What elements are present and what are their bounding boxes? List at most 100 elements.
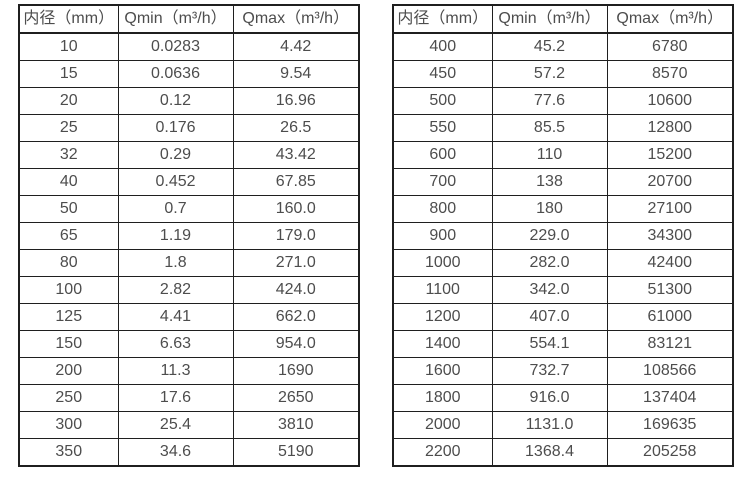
- table-cell: 179.0: [232, 222, 360, 250]
- table-row: 10 0.0283 4.42: [18, 32, 360, 61]
- table-cell: 10600: [606, 87, 734, 115]
- table-cell: 5190: [232, 438, 360, 467]
- table-row: 20 0.12 16.96: [18, 87, 360, 115]
- table-cell: 300: [18, 411, 119, 439]
- table-cell: 27100: [606, 195, 734, 223]
- table-cell: 42400: [606, 249, 734, 277]
- table-cell: 0.12: [117, 87, 234, 115]
- column-header: Qmin（m³/h）: [491, 4, 608, 34]
- table-cell: 85.5: [491, 114, 608, 142]
- table-row: 40 0.452 67.85: [18, 168, 360, 196]
- table-cell: 43.42: [232, 141, 360, 169]
- table-cell: 900: [392, 222, 493, 250]
- table-row: 25 0.176 26.5: [18, 114, 360, 142]
- table-cell: 916.0: [491, 384, 608, 412]
- table-row: 150 6.63 954.0: [18, 330, 360, 358]
- table-row: 1000 282.0 42400: [392, 249, 734, 277]
- table-row: 1100 342.0 51300: [392, 276, 734, 304]
- table-cell: 20: [18, 87, 119, 115]
- table-row: 250 17.6 2650: [18, 384, 360, 412]
- table-row: 50 0.7 160.0: [18, 195, 360, 223]
- table-cell: 250: [18, 384, 119, 412]
- flow-capacity-tables: 内径（mm） Qmin（m³/h） Qmax（m³/h） 10 0.0283 4.42 15…: [18, 4, 734, 467]
- table-cell: 20700: [606, 168, 734, 196]
- table-cell: 34.6: [117, 438, 234, 467]
- table-cell: 125: [18, 303, 119, 331]
- table-cell: 169635: [606, 411, 734, 439]
- table-cell: 0.452: [117, 168, 234, 196]
- table-cell: 108566: [606, 357, 734, 385]
- table-row: 800 180 27100: [392, 195, 734, 223]
- header-row: 内径（mm） Qmin（m³/h） Qmax（m³/h）: [18, 4, 360, 34]
- table-row: 65 1.19 179.0: [18, 222, 360, 250]
- column-header: 内径（mm）: [392, 4, 493, 34]
- table-row: 500 77.6 10600: [392, 87, 734, 115]
- table-cell: 15200: [606, 141, 734, 169]
- column-header: Qmax（m³/h）: [606, 4, 734, 34]
- table-row: 1600 732.7 108566: [392, 357, 734, 385]
- flow-table-small-diameter: 内径（mm） Qmin（m³/h） Qmax（m³/h） 10 0.0283 4.42 15…: [18, 4, 360, 467]
- table-row: 300 25.4 3810: [18, 411, 360, 439]
- table-cell: 400: [392, 32, 493, 61]
- table-cell: 12800: [606, 114, 734, 142]
- table-cell: 6.63: [117, 330, 234, 358]
- table-cell: 80: [18, 249, 119, 277]
- table-cell: 32: [18, 141, 119, 169]
- table-cell: 0.176: [117, 114, 234, 142]
- table-cell: 1.19: [117, 222, 234, 250]
- table-row: 32 0.29 43.42: [18, 141, 360, 169]
- table-cell: 0.0636: [117, 60, 234, 88]
- table-cell: 15: [18, 60, 119, 88]
- table-row: 2000 1131.0 169635: [392, 411, 734, 439]
- column-header: Qmax（m³/h）: [232, 4, 360, 34]
- table-cell: 10: [18, 32, 119, 61]
- table-row: 1400 554.1 83121: [392, 330, 734, 358]
- table-cell: 800: [392, 195, 493, 223]
- table-cell: 16.96: [232, 87, 360, 115]
- table-cell: 342.0: [491, 276, 608, 304]
- table-cell: 0.29: [117, 141, 234, 169]
- table-cell: 8570: [606, 60, 734, 88]
- table-cell: 160.0: [232, 195, 360, 223]
- table-row: 1800 916.0 137404: [392, 384, 734, 412]
- table-cell: 2650: [232, 384, 360, 412]
- table-cell: 150: [18, 330, 119, 358]
- table-cell: 34300: [606, 222, 734, 250]
- table-cell: 1131.0: [491, 411, 608, 439]
- table-row: 125 4.41 662.0: [18, 303, 360, 331]
- table-cell: 662.0: [232, 303, 360, 331]
- table-cell: 500: [392, 87, 493, 115]
- table-cell: 424.0: [232, 276, 360, 304]
- table-cell: 180: [491, 195, 608, 223]
- table-cell: 732.7: [491, 357, 608, 385]
- table-cell: 110: [491, 141, 608, 169]
- column-header: 内径（mm）: [18, 4, 119, 34]
- table-row: 1200 407.0 61000: [392, 303, 734, 331]
- table-cell: 61000: [606, 303, 734, 331]
- table-row: 400 45.2 6780: [392, 32, 734, 61]
- table-cell: 83121: [606, 330, 734, 358]
- table-cell: 1200: [392, 303, 493, 331]
- table-cell: 25: [18, 114, 119, 142]
- table-cell: 1690: [232, 357, 360, 385]
- table-cell: 3810: [232, 411, 360, 439]
- table-cell: 4.42: [232, 32, 360, 61]
- table-cell: 50: [18, 195, 119, 223]
- table-cell: 350: [18, 438, 119, 467]
- table-cell: 554.1: [491, 330, 608, 358]
- table-cell: 450: [392, 60, 493, 88]
- table-row: 2200 1368.4 205258: [392, 438, 734, 467]
- table-cell: 40: [18, 168, 119, 196]
- table-cell: 1000: [392, 249, 493, 277]
- table-cell: 138: [491, 168, 608, 196]
- table-cell: 67.85: [232, 168, 360, 196]
- table-row: 100 2.82 424.0: [18, 276, 360, 304]
- table-cell: 1100: [392, 276, 493, 304]
- table-row: 550 85.5 12800: [392, 114, 734, 142]
- table-row: 900 229.0 34300: [392, 222, 734, 250]
- table-row: 700 138 20700: [392, 168, 734, 196]
- table-cell: 6780: [606, 32, 734, 61]
- column-header: Qmin（m³/h）: [117, 4, 234, 34]
- table-cell: 0.0283: [117, 32, 234, 61]
- table-row: 200 11.3 1690: [18, 357, 360, 385]
